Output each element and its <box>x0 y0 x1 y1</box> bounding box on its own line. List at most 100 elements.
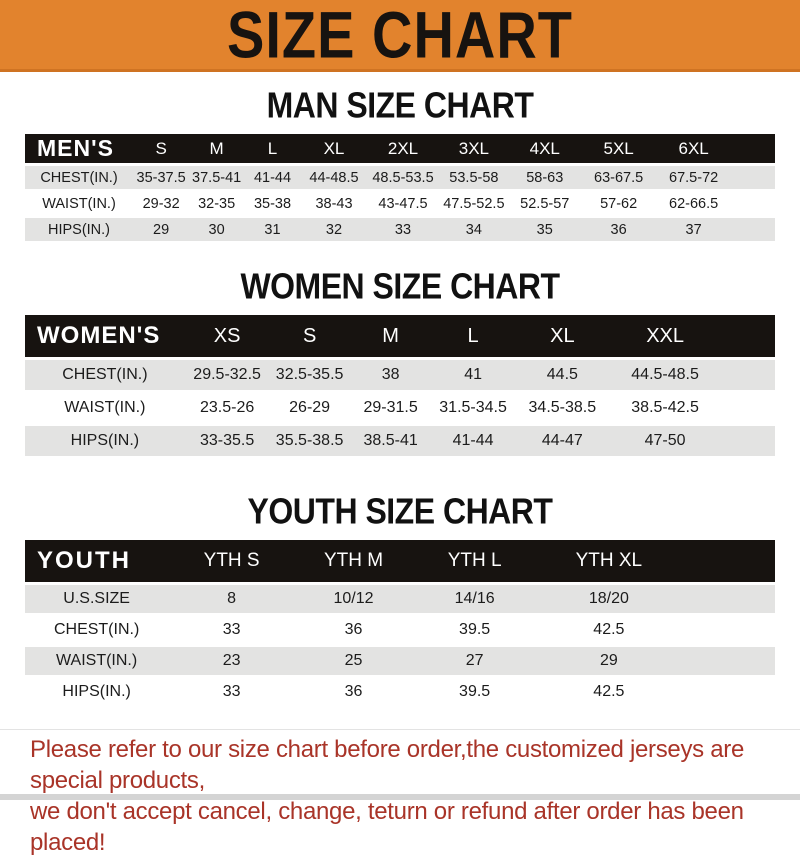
youth-table-label: YOUTH <box>25 540 169 582</box>
size-value-cell <box>720 393 775 423</box>
size-value-cell: 32 <box>301 218 367 241</box>
youth-header-row: YOUTH YTH S YTH M YTH L YTH XL <box>25 540 775 582</box>
size-value-cell: 33-35.5 <box>184 426 270 456</box>
men-header-row: MEN'S S M L XL 2XL 3XL 4XL 5XL 6XL <box>25 134 775 163</box>
measurement-row-label: WAIST(IN.) <box>25 647 169 675</box>
size-value-cell: 10/12 <box>295 585 412 613</box>
youth-measurement-row: CHEST(IN.) 33 36 39.5 42.5 <box>25 616 775 644</box>
size-column-header: YTH M <box>295 540 412 582</box>
size-value-cell: 39.5 <box>412 616 538 644</box>
size-column-header: S <box>133 134 190 163</box>
measurement-row-label: CHEST(IN.) <box>25 166 133 189</box>
size-value-cell: 36 <box>295 616 412 644</box>
size-value-cell: 29.5-32.5 <box>184 360 270 390</box>
size-value-cell: 47.5-52.5 <box>439 192 509 215</box>
women-measurement-row: CHEST(IN.) 29.5-32.5 32.5-35.5 38 41 44.5 44.5… <box>25 360 775 390</box>
size-value-cell: 44.5 <box>514 360 610 390</box>
size-value-cell: 67.5-72 <box>656 166 731 189</box>
women-header-row: WOMEN'S XS S M L XL XXL <box>25 315 775 357</box>
men-section-title: MAN SIZE CHART <box>0 84 800 126</box>
measurement-row-label: WAIST(IN.) <box>25 192 133 215</box>
men-measurement-row: HIPS(IN.) 29 30 31 32 33 34 35 36 37 <box>25 218 775 241</box>
size-value-cell: 29-32 <box>133 192 190 215</box>
size-value-cell: 43-47.5 <box>367 192 439 215</box>
size-value-cell <box>730 192 775 215</box>
women-section-title: WOMEN SIZE CHART <box>0 265 800 307</box>
size-column-header: XS <box>184 315 270 357</box>
measurement-row-label: CHEST(IN.) <box>25 360 185 390</box>
men-section-title-text: MAN SIZE CHART <box>266 84 534 126</box>
bottom-edge-strip <box>0 794 800 800</box>
size-value-cell: 62-66.5 <box>656 192 731 215</box>
disclaimer-line-2: we don't accept cancel, change, teturn o… <box>30 798 744 856</box>
men-measurement-row: CHEST(IN.) 35-37.5 37.5-41 41-44 44-48.5 48.5… <box>25 166 775 189</box>
size-value-cell: 29 <box>537 647 681 675</box>
size-column-header: 6XL <box>656 134 731 163</box>
measurement-row-label: HIPS(IN.) <box>25 426 185 456</box>
size-value-cell: 44.5-48.5 <box>609 360 721 390</box>
size-value-cell: 31 <box>244 218 301 241</box>
youth-measurement-row: U.S.SIZE 8 10/12 14/16 18/20 <box>25 585 775 613</box>
size-value-cell <box>680 647 775 675</box>
size-column-header <box>720 315 775 357</box>
size-value-cell <box>680 585 775 613</box>
size-value-cell: 25 <box>295 647 412 675</box>
size-value-cell <box>720 426 775 456</box>
size-column-header: YTH XL <box>537 540 681 582</box>
size-value-cell: 26-29 <box>269 393 350 423</box>
size-value-cell: 14/16 <box>412 585 538 613</box>
size-column-header: XL <box>301 134 367 163</box>
size-column-header: 4XL <box>508 134 581 163</box>
banner-title: SIZE CHART <box>227 0 573 72</box>
size-value-cell: 35-38 <box>244 192 301 215</box>
men-measurement-row: WAIST(IN.) 29-32 32-35 35-38 38-43 43-47.5 47.… <box>25 192 775 215</box>
size-column-header: L <box>431 315 515 357</box>
youth-section-title-text: YOUTH SIZE CHART <box>247 490 553 532</box>
size-column-header: YTH S <box>168 540 295 582</box>
size-value-cell: 34.5-38.5 <box>514 393 610 423</box>
size-chart-banner: SIZE CHART <box>0 0 800 72</box>
size-value-cell: 38 <box>349 360 432 390</box>
measurement-row-label: WAIST(IN.) <box>25 393 185 423</box>
size-value-cell: 44-47 <box>514 426 610 456</box>
size-value-cell <box>680 616 775 644</box>
measurement-row-label: CHEST(IN.) <box>25 616 169 644</box>
size-value-cell: 41-44 <box>244 166 301 189</box>
size-value-cell: 23 <box>168 647 295 675</box>
size-value-cell: 38.5-42.5 <box>609 393 721 423</box>
youth-measurement-row: HIPS(IN.) 33 36 39.5 42.5 <box>25 678 775 706</box>
size-column-header: M <box>349 315 432 357</box>
size-column-header: 2XL <box>367 134 439 163</box>
size-value-cell <box>680 678 775 706</box>
size-value-cell: 47-50 <box>609 426 721 456</box>
youth-section-title: YOUTH SIZE CHART <box>0 490 800 532</box>
size-column-header <box>730 134 775 163</box>
size-value-cell: 52.5-57 <box>508 192 581 215</box>
women-section-title-text: WOMEN SIZE CHART <box>240 265 560 307</box>
size-value-cell <box>720 360 775 390</box>
size-column-header: M <box>189 134 244 163</box>
size-value-cell: 35-37.5 <box>133 166 190 189</box>
measurement-row-label: U.S.SIZE <box>25 585 169 613</box>
size-value-cell: 36 <box>580 218 657 241</box>
size-value-cell: 44-48.5 <box>301 166 367 189</box>
youth-measurement-row: WAIST(IN.) 23 25 27 29 <box>25 647 775 675</box>
size-value-cell: 35 <box>508 218 581 241</box>
size-value-cell: 42.5 <box>537 678 681 706</box>
size-value-cell: 63-67.5 <box>580 166 657 189</box>
women-size-table: WOMEN'S XS S M L XL XXL CHEST(IN.) 29.5-32.5 32.5… <box>25 312 775 459</box>
size-value-cell: 34 <box>439 218 509 241</box>
size-value-cell: 8 <box>168 585 295 613</box>
women-measurement-row: HIPS(IN.) 33-35.5 35.5-38.5 38.5-41 41-44 44-… <box>25 426 775 456</box>
size-value-cell: 23.5-26 <box>184 393 270 423</box>
size-value-cell: 38.5-41 <box>349 426 432 456</box>
size-value-cell: 37.5-41 <box>189 166 244 189</box>
size-value-cell: 53.5-58 <box>439 166 509 189</box>
size-value-cell: 29-31.5 <box>349 393 432 423</box>
size-value-cell: 58-63 <box>508 166 581 189</box>
size-value-cell: 31.5-34.5 <box>431 393 515 423</box>
size-value-cell: 48.5-53.5 <box>367 166 439 189</box>
size-value-cell: 29 <box>133 218 190 241</box>
size-value-cell: 18/20 <box>537 585 681 613</box>
size-value-cell: 36 <box>295 678 412 706</box>
